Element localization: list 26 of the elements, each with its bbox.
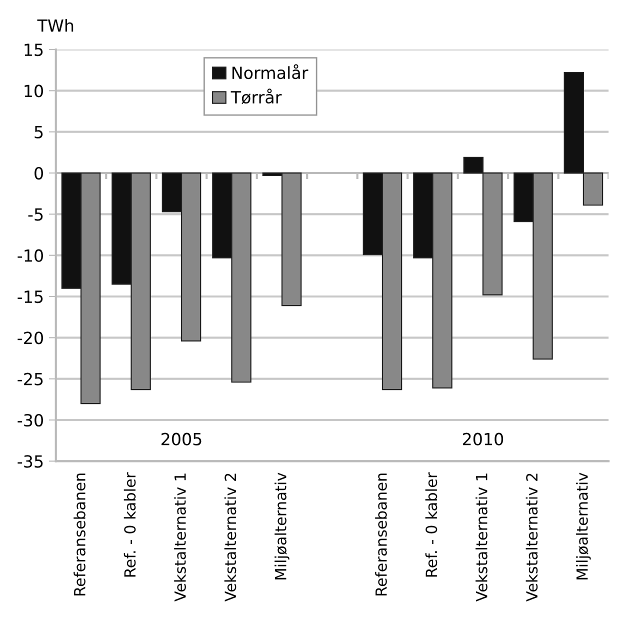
y-tick-label: 0: [34, 166, 43, 180]
legend-label: Tørrår: [230, 88, 282, 104]
y-tick-label: 10: [24, 84, 43, 98]
y-tick-label: -30: [18, 414, 43, 427]
x-tick-label: Referansebanen: [375, 474, 387, 596]
y-tick-label: -35: [18, 455, 43, 468]
x-tick-label: Miljøalternativ: [576, 472, 591, 580]
x-tick-label: Vekstalternativ 2: [224, 474, 236, 602]
y-tick-label: 5: [34, 126, 43, 138]
legend-label: Normalår: [232, 64, 308, 80]
x-tick-label: Vekstalternativ 2: [526, 474, 538, 602]
y-tick-label: -5: [28, 208, 43, 221]
y-tick-label: -15: [18, 290, 43, 304]
annotation: 2010: [462, 432, 504, 446]
x-tick-label: Vekstalternativ 1: [174, 474, 186, 602]
y-tick-label: -25: [18, 372, 43, 386]
y-axis-title: TWh: [37, 18, 74, 32]
y-tick-label: -20: [18, 332, 43, 344]
x-tick-label: Vekstalternativ 1: [476, 474, 488, 602]
x-tick-label: Referansebanen: [74, 474, 86, 596]
y-tick-label: 15: [24, 44, 43, 56]
x-tick-label: Ref. - 0 kabler: [124, 472, 136, 577]
x-tick-label: Miljøalternativ: [274, 472, 290, 580]
x-tick-label: Ref. - 0 kabler: [425, 472, 438, 577]
annotation: 2005: [162, 432, 202, 446]
y-tick-label: -10: [18, 249, 43, 262]
